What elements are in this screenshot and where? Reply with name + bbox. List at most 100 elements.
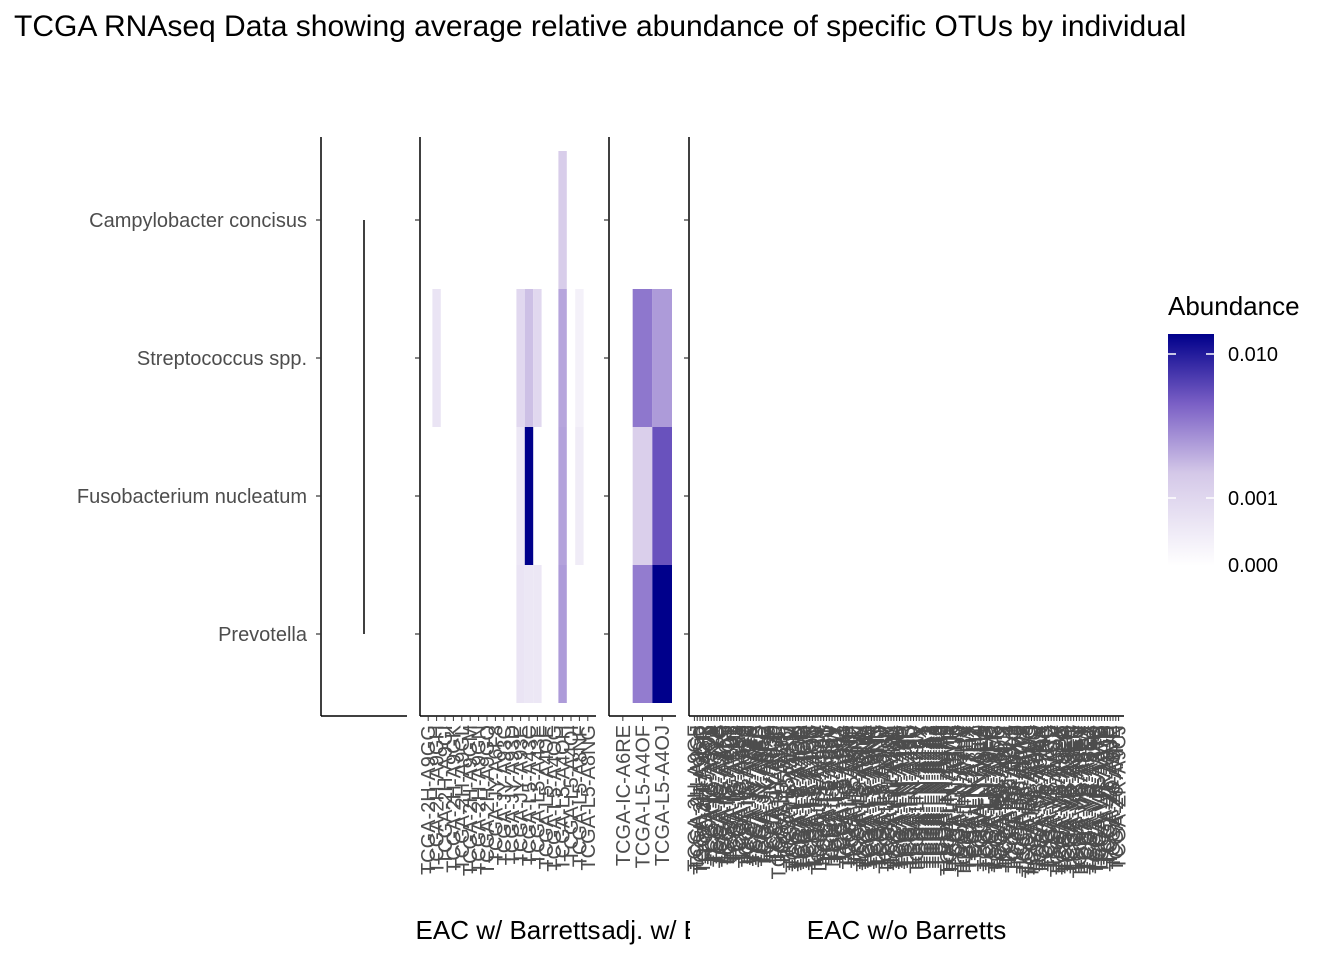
x-tick-label: TCGA-L5-A88S [814,725,836,865]
x-tick-label: TCGA-L5-A4OM [783,725,805,873]
heatmap-cell [533,565,542,703]
x-tick-label: TCGA-L5-A8NS [864,725,886,868]
x-tick-label: TCGA-LN-A7HZ [963,725,985,871]
x-tick-label: TCGA-L5-A8NF [569,725,591,867]
x-tick-label: TCGA-LN-A5U6 [946,725,968,869]
x-tick-label: TCGA-L5-A8NV [873,724,895,868]
x-tick-label: TCGA-L5-A88V [819,724,841,865]
x-tick-label: TCGA-LN-A49N [887,725,909,869]
x-tick-label: TCGA-V5-AASW [1047,725,1069,877]
x-tick-label: TCGA-JY-A939 [763,725,785,862]
x-tick-label: TCGA-L5-A8NE [836,725,858,868]
x-tick-label: TCGA-LN-A5U5 [943,725,965,869]
x-tick-label: TCGA-L5-A43I [774,725,796,857]
x-tick-label: TCGA-L5-A8NM [853,725,875,872]
legend: Abundance 0.010 0.001 0.000 [1168,291,1300,577]
x-tick-label: TCGA-ZR-A9CJ [1109,725,1131,869]
x-tick-label: TCGA-LN-A7HV [951,724,973,871]
x-tick-label: TCGA-L5-A4OP [791,725,813,869]
x-tick-label: TCGA-VR-AA4G [1086,725,1108,875]
x-tick-label: TCGA-R6-A6L4 [996,725,1018,866]
x-tick-label: TCGA-R6-A8W8 [1016,725,1038,874]
x-tick-label: TCGA-V5-AASV [1044,724,1066,871]
x-tick-label: TCGA-LN-A4MQ [937,725,959,876]
x-tick-label: TCGA-R6-A8WC [1019,725,1041,877]
heatmap-cell [558,427,567,565]
x-tick-label: TCGA-L5-A8NT [867,725,889,867]
chart-title: TCGA RNAseq Data showing average relativ… [14,10,1187,43]
x-tick-label: TCGA-LN-A4A3 [920,725,942,868]
x-tick-label: TCGA-LN-A49U [901,725,923,869]
x-tick-label: TCGA-LN-A8I0 [968,725,990,861]
x-tick-label: TCGA-IG-A6QS [735,725,757,868]
x-tick-label: TCGA-R6-A6Y2 [1010,725,1032,868]
x-tick-label: TCGA-LN-A49V [904,724,926,868]
x-tick-label: TCGA-L5-A8NH [839,725,861,869]
x-tick-label: TCGA-R6-A6L6 [999,725,1021,866]
heatmap-cell [575,427,584,565]
x-tick-label: TCGA-LN-A5U7 [948,725,970,869]
row-label: Campylobacter concisus [89,210,307,232]
x-tick-label: TCGA-L5-A4OJ [652,725,674,866]
x-tick-label: TCGA-LN-A8HZ [965,725,987,871]
x-tick-label: TCGA-V5-A7RE [1038,725,1060,871]
x-tick-label: TCGA-VR-A8ET [1064,725,1086,872]
x-tick-label: TCGA-JY-A6FD [749,725,771,867]
x-tick-label: TCGA-LN-A4A8 [932,725,954,868]
x-tick-label: TCGA-JY-A6FH [757,725,779,867]
x-tick-label: TCGA-R6-A8W5 [1013,725,1035,874]
x-tick-label: TCGA-JY-A93D [502,725,524,865]
x-tick-label: TCGA-LN-A49M [884,725,906,872]
x-tick-label: TCGA-L5-A893 [833,725,855,863]
x-tick-label: TCGA-L5-A8NR [861,725,883,869]
x-tick-label: TCGA-V5-A7RC [1036,725,1058,872]
x-tick-label: TCGA-LN-A4A4 [923,725,945,868]
x-tick-label: TCGA-VR-A8EZ [1078,725,1100,872]
x-tick-label: TCGA-IG-A51D [724,725,746,865]
x-tick-label: TCGA-VR-A8EW [1069,725,1091,878]
x-tick-label: TCGA-LN-A4A9 [934,725,956,868]
x-tick-label: TCGA-2H-A9GG [418,725,440,875]
x-tick-label: TCGA-L5-A8NJ [845,725,867,865]
legend-tick-label: 0.000 [1228,555,1278,577]
x-tick-label: TCGA-L5-A88Z [828,725,850,864]
x-tick-label: TCGA-VR-A8EY [1075,725,1097,873]
x-tick-label: TCGA-L5-A8NQ [859,725,881,871]
x-tick-label: TCGA-L5-A4OU [805,725,827,871]
x-tick-label: TCGA-L5-A8NN [856,725,878,869]
x-tick-label: TCGA-L5-A88Y [825,725,847,865]
x-tick-label: TCGA-IG-A625 [732,725,754,862]
x-tick-label: TCGA-VR-A8EP [1055,725,1077,873]
x-tick-label: TCGA-L5-A8NU [870,725,892,869]
x-tick-label: TCGA-RE-A7BO [1024,725,1046,875]
x-tick-label: TCGA-L5-A4OR [797,725,819,871]
x-tick-label: TCGA-L5-A4OF [633,725,655,868]
x-tick-label: TCGA-JY-A93C [494,725,516,865]
heatmap-cell [533,289,542,427]
legend-tick-label: 0.010 [1228,344,1278,366]
legend-colorbar [1168,334,1214,566]
x-tick-label: TCGA-V5-AA7Z [1041,725,1063,868]
x-tick-label: TCGA-R6-A8WG [1022,725,1044,878]
x-tick-label: TCGA-VR-A8EX [1072,725,1094,873]
x-tick-label: TCGA-L5-A4OI [561,725,583,862]
x-tick-label: TCGA-IG-A4QS [715,725,737,868]
row-labels: Campylobacter concisus Streptococcus spp.… [77,210,308,646]
x-tick-label: TCGA-LN-A4A6 [929,725,951,868]
x-tick-label: TCGA-2H-A9GF [684,725,706,872]
heatmap-cell [652,565,672,703]
x-tick-label: TCGA-LN-A4A5 [926,725,948,868]
heatmap-cell [516,565,525,703]
x-tick-label: TCGA-VR-A8EO [1052,725,1074,875]
x-tick-label: TCGA-IC-A6RE [613,725,635,866]
x-tick-label: TCGA-L5-A8NG [578,725,600,871]
x-tick-label: TCGA-LN-A7HX [957,725,979,872]
x-tick-label: TCGA-2H-A9GH [427,725,449,874]
legend-tick-label: 0.001 [1228,488,1278,510]
x-tick-label: TCGA-JY-A938 [760,725,782,862]
x-tick-label: TCGA-LN-A9FR [982,725,1004,871]
heatmap-cell [575,289,584,427]
x-tick-label: TCGA-VR-A8EU [1066,725,1088,874]
x-tick-label: TCGA-L5-A88W [822,725,844,871]
x-tick-label: TCGA-L5-A4ON [786,725,808,871]
